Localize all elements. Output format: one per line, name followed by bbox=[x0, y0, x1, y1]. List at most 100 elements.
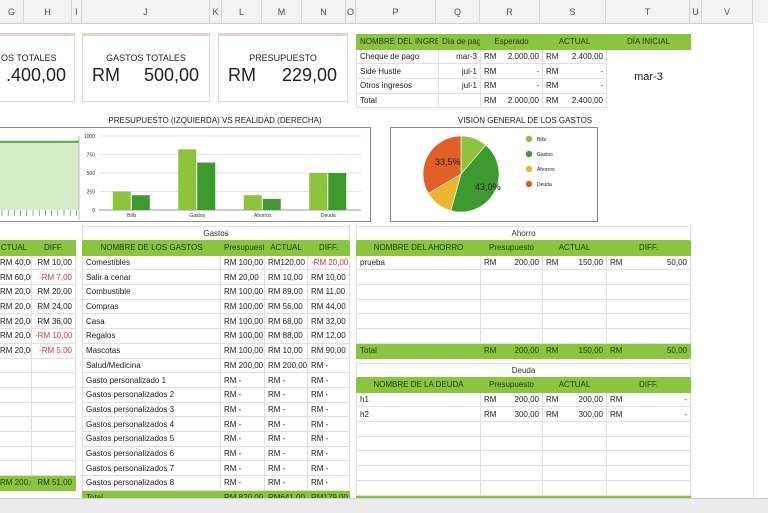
left-diff-cell[interactable]: -RM 5,00 bbox=[31, 342, 76, 359]
expense-budget-cell[interactable]: RM - bbox=[220, 445, 265, 462]
expense-actual-cell[interactable]: RM 200,00 bbox=[264, 357, 308, 374]
income-actual-cell[interactable]: 2.400,00 bbox=[564, 92, 607, 109]
empty-cell[interactable] bbox=[0, 430, 32, 447]
left-diff-cell[interactable]: RM 24,00 bbox=[31, 298, 76, 315]
debt-budget-cell[interactable]: RM 300,00 bbox=[480, 406, 543, 423]
empty-cell[interactable] bbox=[605, 479, 692, 496]
left-diff-cell[interactable]: RM 20,00 bbox=[31, 284, 76, 300]
expense-budget-cell[interactable]: RM 100,00 bbox=[220, 254, 265, 271]
expense-name-cell[interactable]: Gasto personalizado 1 bbox=[82, 372, 221, 388]
column-header-i[interactable]: I bbox=[72, 0, 82, 23]
left-actual-cell[interactable]: RM 20,00 bbox=[0, 342, 32, 359]
empty-cell[interactable] bbox=[480, 298, 543, 315]
expense-budget-cell[interactable]: RM - bbox=[220, 430, 265, 447]
expense-diff-cell[interactable]: RM - bbox=[306, 386, 351, 403]
left-total-diff[interactable]: RM 51,00 bbox=[31, 475, 76, 491]
empty-cell[interactable] bbox=[356, 421, 481, 437]
income-actual-cell[interactable]: - bbox=[564, 78, 607, 94]
expense-actual-cell[interactable]: RM - bbox=[264, 475, 308, 491]
income-currency-cell[interactable]: RM bbox=[480, 63, 501, 80]
bar-bills-presupuesto[interactable] bbox=[112, 191, 131, 211]
expense-diff-cell[interactable]: RM 10,00 bbox=[306, 269, 351, 286]
left-actual-cell[interactable]: RM 60,00 bbox=[0, 269, 32, 286]
debt-budget-cell[interactable]: RM 200,00 bbox=[480, 391, 543, 408]
horizontal-scrollbar[interactable] bbox=[0, 498, 768, 513]
debt-actual-cell[interactable]: RM 300,00 bbox=[542, 406, 607, 423]
empty-cell[interactable] bbox=[542, 435, 607, 452]
expense-budget-cell[interactable]: RM 100,00 bbox=[220, 328, 265, 344]
expense-name-cell[interactable]: Salud/Medicina bbox=[82, 357, 221, 374]
expense-name-cell[interactable]: Salir a cenar bbox=[82, 269, 221, 286]
empty-cell[interactable] bbox=[31, 372, 76, 388]
debt-name-cell[interactable]: h2 bbox=[356, 406, 481, 423]
left-actual-cell[interactable]: RM 20,00 bbox=[0, 313, 32, 330]
expense-actual-cell[interactable]: RM - bbox=[264, 372, 308, 388]
income-name-cell[interactable]: Cheque de pago bbox=[356, 48, 439, 65]
column-header-n[interactable]: N bbox=[302, 0, 346, 23]
savings-name-cell[interactable]: Total bbox=[356, 342, 481, 359]
empty-cell[interactable] bbox=[356, 328, 481, 344]
debt-diff-cell[interactable]: RM - bbox=[605, 391, 692, 408]
empty-cell[interactable] bbox=[31, 445, 76, 462]
income-expected-cell[interactable]: 2.000,00 bbox=[500, 92, 543, 109]
expense-diff-cell[interactable]: RM 12,00 bbox=[306, 328, 351, 344]
bar-ahorros-actual[interactable] bbox=[262, 198, 281, 210]
column-header-p[interactable]: P bbox=[356, 0, 436, 23]
expense-budget-cell[interactable]: RM - bbox=[220, 460, 265, 476]
bar-gastos-actual[interactable] bbox=[197, 162, 216, 210]
empty-cell[interactable] bbox=[605, 421, 692, 437]
left-diff-cell[interactable]: RM 10,00 bbox=[31, 254, 76, 271]
expense-actual-cell[interactable]: RM 88,00 bbox=[264, 328, 308, 344]
empty-cell[interactable] bbox=[480, 284, 543, 300]
expense-name-cell[interactable]: Compras bbox=[82, 298, 221, 315]
empty-cell[interactable] bbox=[480, 465, 543, 481]
income-currency-cell[interactable]: RM bbox=[542, 48, 565, 65]
left-actual-cell[interactable]: RM 40,00 bbox=[0, 254, 32, 271]
empty-cell[interactable] bbox=[356, 284, 481, 300]
debt-name-cell[interactable]: h1 bbox=[356, 391, 481, 408]
expense-actual-cell[interactable]: RM 56,00 bbox=[264, 298, 308, 315]
left-diff-cell[interactable]: -RM 7,00 bbox=[31, 269, 76, 286]
savings-actual-cell[interactable]: RM 150,00 bbox=[542, 254, 607, 271]
empty-cell[interactable] bbox=[356, 450, 481, 467]
empty-cell[interactable] bbox=[542, 298, 607, 315]
expense-diff-cell[interactable]: -RM 20,00 bbox=[306, 254, 351, 271]
empty-cell[interactable] bbox=[542, 450, 607, 467]
column-header-m[interactable]: M bbox=[262, 0, 302, 23]
column-header-s[interactable]: S bbox=[540, 0, 606, 23]
income-name-cell[interactable]: Otros ingresos bbox=[356, 78, 439, 94]
empty-cell[interactable] bbox=[31, 386, 76, 403]
empty-cell[interactable] bbox=[356, 298, 481, 315]
empty-cell[interactable] bbox=[0, 460, 32, 476]
empty-cell[interactable] bbox=[605, 465, 692, 481]
expense-name-cell[interactable]: Gastos personalizados 5 bbox=[82, 430, 221, 447]
empty-cell[interactable] bbox=[0, 401, 32, 418]
column-header-h[interactable]: H bbox=[24, 0, 72, 23]
income-currency-cell[interactable]: RM bbox=[542, 78, 565, 94]
empty-cell[interactable] bbox=[356, 435, 481, 452]
empty-cell[interactable] bbox=[480, 421, 543, 437]
expense-actual-cell[interactable]: RM - bbox=[264, 416, 308, 432]
expense-name-cell[interactable]: Gastos personalizados 7 bbox=[82, 460, 221, 476]
expense-budget-cell[interactable]: RM 100,00 bbox=[220, 313, 265, 330]
empty-cell[interactable] bbox=[356, 465, 481, 481]
pie-slice-gastos[interactable] bbox=[450, 144, 500, 213]
income-actual-cell[interactable]: 2.400,00 bbox=[564, 48, 607, 65]
expense-budget-cell[interactable]: RM - bbox=[220, 416, 265, 432]
expense-name-cell[interactable]: Gastos personalizados 2 bbox=[82, 386, 221, 403]
empty-cell[interactable] bbox=[31, 401, 76, 418]
empty-cell[interactable] bbox=[542, 328, 607, 344]
expense-diff-cell[interactable]: RM - bbox=[306, 372, 351, 388]
left-actual-cell[interactable]: RM 20,00 bbox=[0, 298, 32, 315]
column-header-k[interactable]: K bbox=[210, 0, 222, 23]
bar-deuda-presupuesto[interactable] bbox=[309, 173, 328, 210]
income-day-cell[interactable]: jul-1 bbox=[438, 78, 481, 94]
expense-name-cell[interactable]: Comestibles bbox=[82, 254, 221, 271]
income-name-cell[interactable]: Total bbox=[356, 92, 439, 109]
expense-actual-cell[interactable]: RM120,00 bbox=[264, 254, 308, 271]
income-name-cell[interactable]: Side Hustle bbox=[356, 63, 439, 80]
empty-cell[interactable] bbox=[542, 421, 607, 437]
income-day-cell[interactable]: mar-3 bbox=[438, 48, 481, 65]
expense-budget-cell[interactable]: RM 200,00 bbox=[220, 357, 265, 374]
income-expected-cell[interactable]: - bbox=[500, 63, 543, 80]
